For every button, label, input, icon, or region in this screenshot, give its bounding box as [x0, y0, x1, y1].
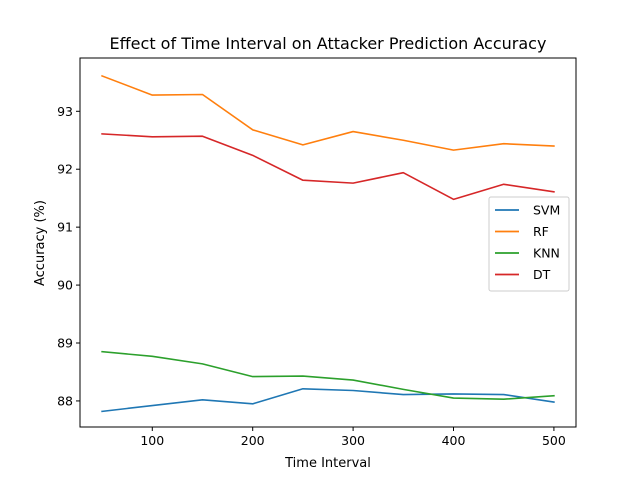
- y-tick-label: 88: [57, 393, 73, 408]
- series-line-knn: [101, 350, 555, 400]
- y-axis-label: Accuracy (%): [33, 200, 48, 286]
- series-line-dt: [101, 133, 555, 201]
- legend-item-rf: RF: [495, 224, 549, 239]
- series-line-rf: [101, 74, 555, 151]
- y-tick-label: 89: [57, 336, 73, 351]
- legend-label: SVM: [533, 203, 560, 218]
- legend: SVM RF KNN DT: [488, 196, 570, 292]
- legend-item-dt: DT: [495, 267, 551, 282]
- y-tick-label: 90: [57, 278, 73, 293]
- y-tick-label: 92: [57, 162, 73, 177]
- x-tick-label: 300: [341, 433, 365, 448]
- x-tick-label: 400: [442, 433, 466, 448]
- x-axis-label: Time Interval: [284, 456, 371, 471]
- x-tick-label: 500: [542, 433, 566, 448]
- plot-frame: [79, 57, 577, 428]
- legend-box: [488, 196, 570, 292]
- legend-label: RF: [533, 224, 549, 239]
- plot-area: 100 200 300 400 500 88 89 90 91 92 93 SVM RF KNN DT: [57, 57, 577, 448]
- y-tick-label: 91: [57, 220, 73, 235]
- legend-item-svm: SVM: [495, 203, 560, 218]
- y-tick-label: 93: [57, 104, 73, 119]
- series-line-svm: [101, 387, 555, 413]
- legend-label: KNN: [533, 246, 560, 261]
- legend-item-knn: KNN: [495, 246, 560, 261]
- legend-label: DT: [533, 267, 551, 282]
- chart-title: Effect of Time Interval on Attacker Pred…: [110, 34, 547, 53]
- x-tick-label: 100: [140, 433, 164, 448]
- x-tick-label: 200: [241, 433, 265, 448]
